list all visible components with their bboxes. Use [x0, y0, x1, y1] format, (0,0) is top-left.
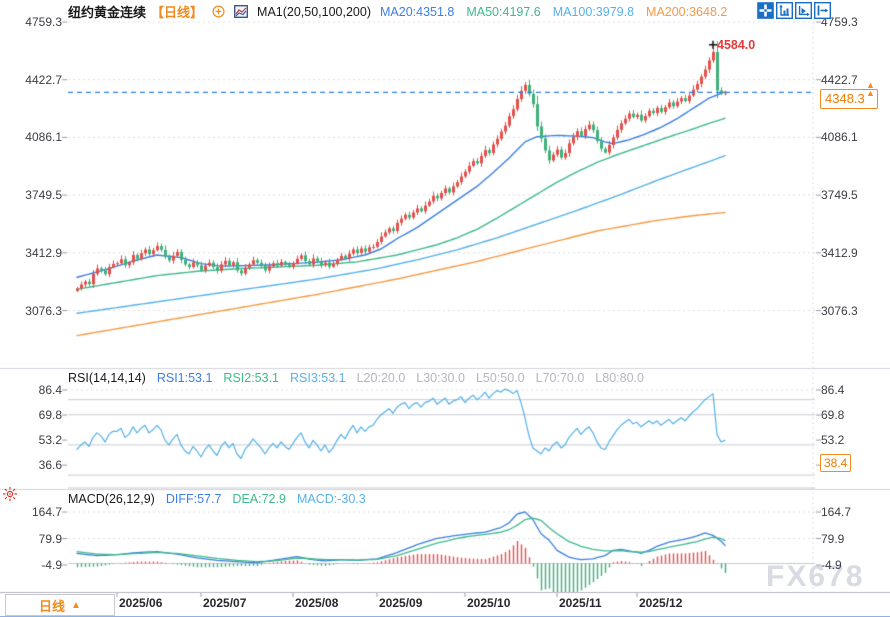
rsi-title[interactable]: RSI(14,14,14): [68, 371, 146, 385]
rsi-level-label: L20:20.0: [356, 371, 406, 385]
macd-series-labels: DIFF:57.7 DEA:72.9 MACD:-30.3: [166, 492, 366, 506]
ma-value-label: MA20:4351.8: [380, 4, 455, 19]
period-tag[interactable]: 【日线】: [151, 5, 204, 20]
price-axis-label-right: 4422.7: [821, 72, 858, 87]
macd-panel-header: MACD(26,12,9) DIFF:57.7 DEA:72.9 MACD:-30.…: [68, 492, 366, 506]
exit-pan-icon[interactable]: [813, 1, 832, 20]
macd-axis-label-right: 164.7: [821, 505, 852, 519]
macd-axis-label-right: 79.9: [821, 531, 845, 546]
ma-values: MA20:4351.8 MA50:4197.6 MA100:3979.8 MA200:…: [380, 5, 727, 19]
rsi-axis-label-right: 53.2: [821, 433, 845, 448]
rsi-value-badge: 38.4: [820, 454, 852, 472]
month-label: 2025/08: [295, 596, 339, 610]
rsi-axis-label-right: 86.4: [821, 383, 845, 397]
rsi-level-label: L70:70.0: [535, 371, 585, 385]
price-axis-label-right: 3076.3: [821, 303, 858, 318]
macd-series-label: DIFF:57.7: [165, 492, 222, 506]
indicator-settings-sun-icon[interactable]: [2, 486, 18, 507]
rsi-axis-label-left: 53.2: [38, 433, 62, 448]
price-axis-label-left: 3749.5: [25, 188, 62, 203]
price-axis-label-right: 3749.5: [821, 188, 858, 203]
macd-title[interactable]: MACD(26,12,9): [68, 492, 155, 506]
macd-axis-label-left: 164.7: [31, 505, 62, 519]
current-price-badge: 4348.3: [820, 89, 878, 109]
rsi-level-labels: L20:20.0 L30:30.0 L50:50.0 L70:70.0 L80:80.0: [357, 371, 644, 385]
period-selector-button[interactable]: 日线 ▲: [5, 594, 115, 616]
rsi-axis-label-left: 69.8: [38, 408, 62, 423]
session-high-label: 4584.0: [717, 38, 756, 52]
macd-series-label: DEA:72.9: [232, 492, 286, 506]
rsi-series-label: RSI3:53.1: [290, 371, 346, 385]
period-arrow-icon: ▲: [71, 599, 81, 611]
price-axis-label-right: 3412.9: [821, 245, 858, 260]
month-label: 2025/09: [379, 596, 423, 610]
rsi-series-labels: RSI1:53.1 RSI2:53.1 RSI3:53.1: [157, 371, 346, 385]
rsi-axis-label-left: 86.4: [38, 383, 62, 397]
rsi-panel-header: RSI(14,14,14) RSI1:53.1 RSI2:53.1 RSI3:53.…: [68, 371, 644, 385]
main-chart-header: 纽约黄金连续 【日线】 MA1(20,50,100,200) MA20:4351…: [68, 2, 727, 21]
price-axis-label-left: 4086.1: [25, 130, 62, 145]
price-axis-label-left: 3412.9: [25, 245, 62, 260]
ma-group-label[interactable]: MA1(20,50,100,200): [257, 4, 371, 19]
period-label: 日线: [39, 598, 66, 614]
month-label: 2025/12: [639, 596, 683, 610]
rsi-axis-label-left: 36.6: [38, 458, 62, 473]
rsi-axis-label-right: 69.8: [821, 408, 845, 423]
rsi-level-label: L30:30.0: [416, 371, 465, 385]
macd-axis-label-right: -4.9: [821, 558, 842, 572]
month-label: 2025/07: [203, 596, 247, 610]
month-label: 2025/06: [119, 596, 163, 610]
price-direction-arrows-icon: ▲ ▲: [866, 80, 875, 98]
ma-value-label: MA50:4197.6: [466, 4, 541, 19]
price-axis-label-left: 3076.3: [25, 303, 62, 318]
price-axis-label-left: 4759.3: [25, 15, 62, 29]
rsi-level-label: L50:50.0: [475, 371, 525, 385]
rsi-series-label: RSI1:53.1: [156, 371, 213, 385]
month-label: 2025/10: [467, 596, 511, 610]
price-axis-label-right: 4086.1: [821, 130, 858, 145]
month-label: 2025/11: [559, 596, 602, 610]
macd-axis-label-left: -4.9: [41, 558, 62, 572]
crosshair-move-icon[interactable]: [757, 2, 774, 19]
ma-value-label: MA200:3648.2: [646, 4, 728, 19]
price-axis-label-left: 4422.7: [25, 72, 62, 87]
ma-value-label: MA100:3979.8: [552, 4, 635, 19]
rsi-series-label: RSI2:53.1: [223, 371, 280, 385]
rsi-level-label: L80:80.0: [595, 371, 644, 385]
y-axis-scale-icon[interactable]: [775, 1, 794, 20]
time-axis-bar: 日线 ▲ 2025/06 2025/07 2025/08 2025/09 2025/10…: [0, 592, 890, 616]
macd-axis-label-left: 79.9: [38, 531, 62, 546]
add-favorite-icon[interactable]: [212, 5, 225, 18]
x-axis-scale-icon[interactable]: [794, 1, 813, 20]
macd-series-label: MACD:-30.3: [296, 492, 366, 506]
symbol-title: 纽约黄金连续: [68, 5, 147, 20]
indicator-chart-icon[interactable]: [234, 5, 248, 18]
